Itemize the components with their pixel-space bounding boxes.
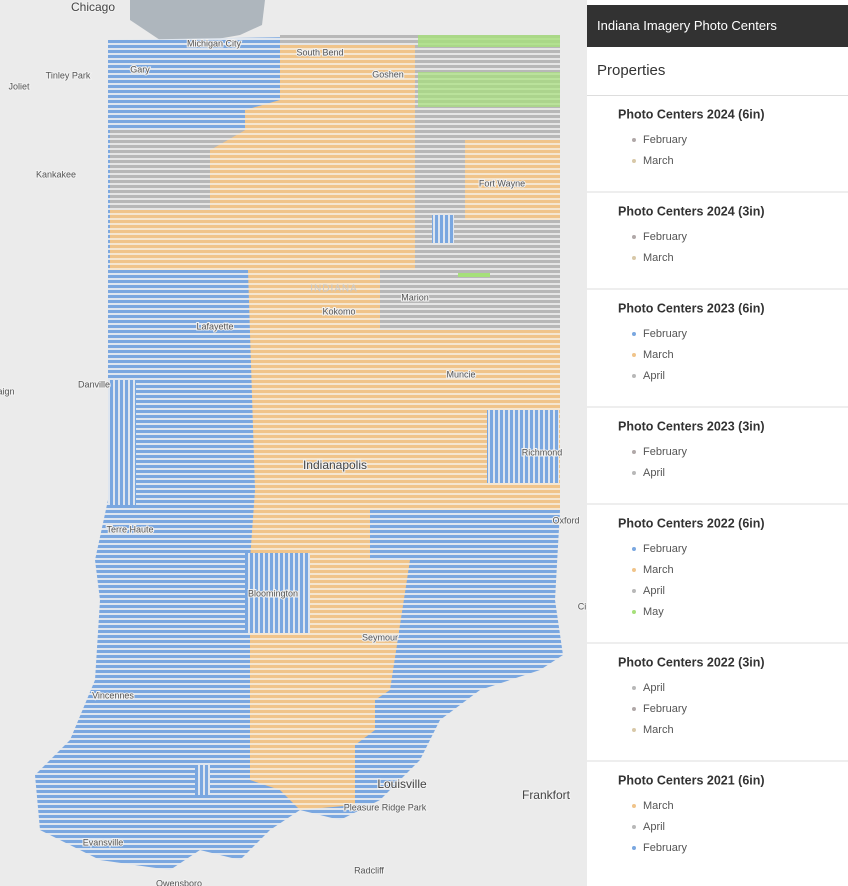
legend-label: February [643, 842, 688, 854]
coverage-grey [110, 130, 245, 210]
legend-label: May [643, 606, 664, 618]
place-label: Muncie [446, 369, 475, 379]
coverage-orange [110, 40, 560, 810]
legend-label: March [643, 724, 674, 736]
place-label: Joliet [8, 81, 30, 91]
place-label: Tinley Park [46, 70, 91, 80]
legend-label: February [643, 703, 688, 715]
place-label: Oxford [552, 515, 579, 525]
place-label: Terre Haute [106, 524, 153, 534]
legend-label: April [643, 370, 665, 382]
legend-swatch [632, 846, 636, 850]
legend-swatch [632, 568, 636, 572]
legend-swatch [632, 610, 636, 614]
legend-swatch [632, 707, 636, 711]
legend-label: April [643, 682, 665, 694]
place-label: Kokomo [322, 306, 355, 316]
coverage-blue [195, 765, 210, 795]
place-label: Kankakee [36, 169, 76, 179]
coverage-grey [280, 35, 415, 45]
legend-swatch [632, 589, 636, 593]
divider [587, 95, 848, 96]
legend-label: March [643, 252, 674, 264]
place-label: Richmond [522, 447, 563, 457]
place-label: Bloomington [248, 588, 298, 598]
legend-label: April [643, 467, 665, 479]
legend-label: March [643, 564, 674, 576]
place-label: INDIANA [310, 284, 358, 295]
place-label: Louisville [377, 777, 427, 791]
coverage-green [458, 273, 490, 277]
legend-swatch [632, 825, 636, 829]
map: Chicago Michigan City Gary Tinley Park Jolie… [0, 0, 587, 886]
legend-swatch [632, 159, 636, 163]
legend-label: February [643, 446, 688, 458]
place-label: Owensboro [156, 878, 202, 886]
layer-title: Photo Centers 2022 (3in) [618, 655, 765, 669]
panel-title: Indiana Imagery Photo Centers [587, 5, 848, 47]
legend-label: April [643, 821, 665, 833]
legend-label: March [643, 800, 674, 812]
place-label: Danville [78, 379, 110, 389]
legend-swatch [632, 728, 636, 732]
place-label: Michigan City [187, 38, 242, 48]
place-label: Chicago [71, 0, 115, 14]
legend-swatch [632, 471, 636, 475]
legend-swatch [632, 353, 636, 357]
coverage-orange [465, 140, 560, 220]
legend-swatch [632, 450, 636, 454]
legend: Photo Centers 2024 (6in) February March Pho… [587, 107, 848, 854]
legend-label: February [643, 328, 688, 340]
layer-title: Photo Centers 2024 (3in) [618, 204, 765, 218]
place-label: Goshen [372, 69, 404, 79]
coverage-blue [487, 410, 559, 483]
legend-label: April [643, 585, 665, 597]
place-label: Seymour [362, 632, 398, 642]
coverage-blue [108, 380, 136, 505]
coverage-green [418, 72, 560, 107]
place-label: Indianapolis [303, 458, 367, 472]
place-label: aign [0, 386, 15, 396]
legend-swatch [632, 686, 636, 690]
side-panel: Indiana Imagery Photo Centers Properties… [587, 0, 848, 886]
legend-swatch [632, 547, 636, 551]
layer-title: Photo Centers 2023 (6in) [618, 301, 765, 315]
place-label: Pleasure Ridge Park [344, 802, 427, 812]
coverage-green [418, 35, 560, 47]
lake [130, 0, 265, 42]
panel-subtitle: Properties [597, 62, 666, 79]
legend-swatch [632, 332, 636, 336]
layer-title: Photo Centers 2021 (6in) [618, 773, 765, 787]
place-label: Gary [130, 64, 150, 74]
place-label: Frankfort [522, 788, 571, 802]
place-label: Fort Wayne [479, 178, 525, 188]
legend-swatch [632, 138, 636, 142]
legend-swatch [632, 256, 636, 260]
legend-label: March [643, 349, 674, 361]
legend-swatch [632, 235, 636, 239]
legend-label: March [643, 155, 674, 167]
place-label: Evansville [83, 837, 124, 847]
place-label: South Bend [296, 47, 343, 57]
coverage-blue [245, 553, 310, 633]
layer-title: Photo Centers 2023 (3in) [618, 419, 765, 433]
coverage-blue [432, 215, 454, 243]
legend-label: February [643, 231, 688, 243]
layer-title: Photo Centers 2022 (6in) [618, 516, 765, 530]
layer-title: Photo Centers 2024 (6in) [618, 107, 765, 121]
place-label: Vincennes [92, 690, 134, 700]
legend-swatch [632, 804, 636, 808]
place-label: Radcliff [354, 865, 384, 875]
legend-swatch [632, 374, 636, 378]
legend-label: February [643, 543, 688, 555]
place-label: Lafayette [196, 321, 233, 331]
legend-label: February [643, 134, 688, 146]
place-label: Marion [401, 292, 429, 302]
place-label: Ci [578, 601, 587, 611]
